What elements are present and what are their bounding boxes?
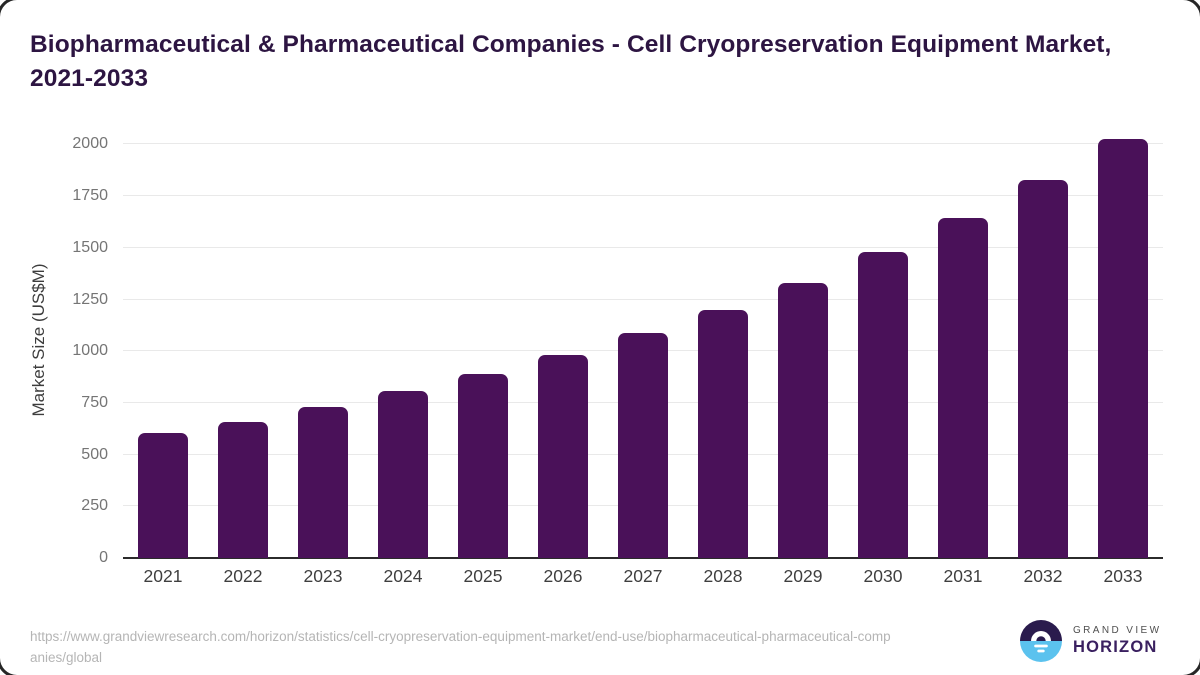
x-tick-label-2029: 2029 [783, 566, 823, 586]
logo-text: GRAND VIEW HORIZON [1073, 625, 1161, 657]
x-tick-label-2033: 2033 [1103, 566, 1143, 586]
y-tick-label-1000: 1000 [72, 342, 108, 360]
bar-column-2025 [443, 131, 523, 558]
bar-2027[interactable] [618, 333, 668, 558]
y-tick-label-1750: 1750 [72, 187, 108, 205]
plot-area [123, 131, 1163, 559]
bar-column-2030 [843, 131, 923, 558]
bars-container [123, 131, 1163, 558]
y-tick-label-1250: 1250 [72, 290, 108, 308]
bar-2033[interactable] [1098, 138, 1148, 558]
logo-brand-line2: HORIZON [1073, 638, 1158, 656]
source-url[interactable]: https://www.grandviewresearch.com/horizo… [30, 629, 891, 665]
bar-column-2024 [363, 131, 443, 558]
bar-2025[interactable] [458, 373, 508, 558]
bar-2029[interactable] [778, 282, 828, 558]
horizon-sun-over-water-icon [1020, 620, 1062, 662]
bar-column-2029 [763, 131, 843, 558]
x-tick-label-2022: 2022 [223, 566, 263, 586]
bar-column-2028 [683, 131, 763, 558]
bar-2026[interactable] [538, 355, 588, 558]
bar-column-2027 [603, 131, 683, 558]
x-tick-label-2026: 2026 [543, 566, 583, 586]
y-tick-label-250: 250 [81, 497, 108, 515]
bar-column-2022 [203, 131, 283, 558]
y-tick-label-1500: 1500 [72, 238, 108, 256]
gridline-1250 [123, 298, 1163, 300]
x-tick-label-2025: 2025 [463, 566, 503, 586]
gridline-1500 [123, 246, 1163, 248]
bar-2021[interactable] [138, 432, 188, 558]
bar-column-2032 [1003, 131, 1083, 558]
bar-column-2023 [283, 131, 363, 558]
x-tick-label-2028: 2028 [703, 566, 743, 586]
logo-brand-line1: GRAND VIEW [1073, 625, 1162, 636]
x-tick-labels-container: 2021 2022 2023 2024 2025 2026 2027 2028 2029 2030… [123, 566, 1163, 587]
y-tick-label-0: 0 [99, 549, 108, 566]
x-tick-label-2027: 2027 [623, 566, 663, 586]
grand-view-horizon-logo: GRAND VIEW HORIZON [1020, 620, 1161, 662]
y-tick-label-500: 500 [81, 445, 108, 463]
x-tick-label-2024: 2024 [383, 566, 423, 586]
y-tick-label-2000: 2000 [72, 135, 108, 153]
bar-2031[interactable] [938, 218, 988, 558]
bar-column-2033 [1083, 131, 1163, 558]
bar-2024[interactable] [378, 391, 428, 558]
bar-2022[interactable] [218, 421, 268, 558]
x-tick-label-2031: 2031 [943, 566, 983, 586]
bar-2028[interactable] [698, 309, 748, 558]
gridline-1750 [123, 195, 1163, 197]
y-tick-label-750: 750 [81, 393, 108, 411]
x-tick-label-2030: 2030 [863, 566, 903, 586]
x-tick-label-2023: 2023 [303, 566, 343, 586]
bar-2023[interactable] [298, 407, 348, 558]
gridline-2000 [123, 143, 1163, 145]
bar-column-2031 [923, 131, 1003, 558]
bar-2030[interactable] [858, 252, 908, 558]
x-tick-label-2021: 2021 [143, 566, 183, 586]
x-axis-line [123, 557, 1163, 559]
chart-title: Biopharmaceutical & Pharmaceutical Compa… [30, 31, 1112, 92]
bar-column-2026 [523, 131, 603, 558]
x-tick-label-2032: 2032 [1023, 566, 1063, 586]
bar-column-2021 [123, 131, 203, 558]
bar-2032[interactable] [1018, 180, 1068, 558]
